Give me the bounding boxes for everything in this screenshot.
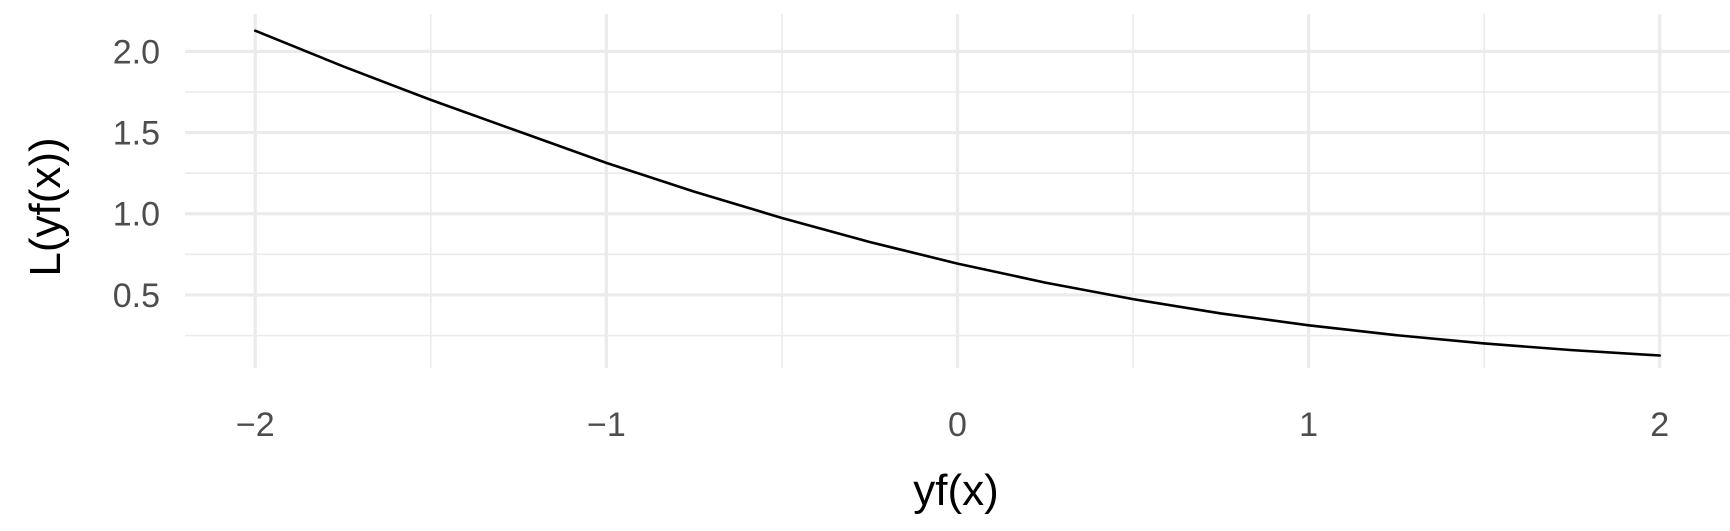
x-tick-label: 0 (948, 406, 967, 444)
x-tick-label: 2 (1650, 406, 1669, 444)
y-tick-label: 1.0 (113, 196, 160, 234)
x-tick-label: −2 (236, 406, 275, 444)
x-tick-label: −1 (587, 406, 626, 444)
x-tick-labels: −2 −1 0 1 2 (236, 406, 1669, 444)
y-tick-labels: 0.5 1.0 1.5 2.0 (113, 33, 160, 315)
major-gridlines (185, 14, 1730, 368)
y-axis-title: L(yf(x)) (21, 137, 70, 276)
loss-curve (253, 29, 1662, 357)
x-tick-label: 1 (1299, 406, 1318, 444)
y-tick-label: 1.5 (113, 115, 160, 153)
y-tick-label: 0.5 (113, 277, 160, 315)
series-layer (253, 29, 1662, 357)
y-tick-label: 2.0 (113, 33, 160, 71)
x-axis-title: yf(x) (913, 466, 999, 515)
